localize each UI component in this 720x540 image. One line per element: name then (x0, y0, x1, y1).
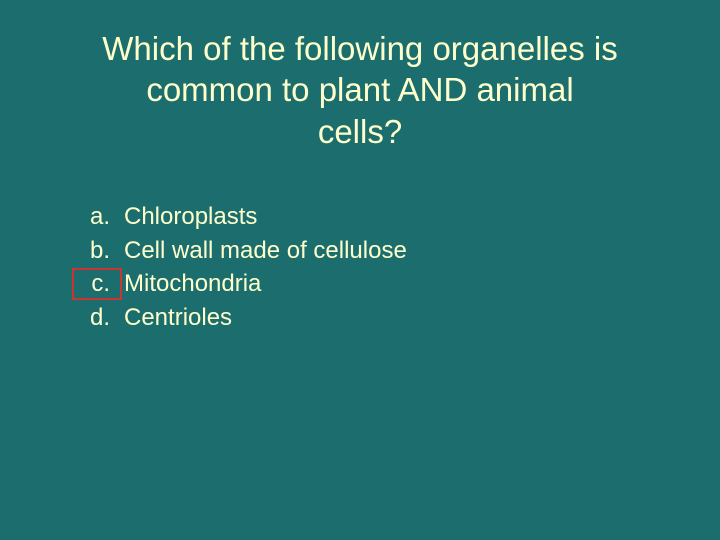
question-line-1: Which of the following organelles is (102, 30, 617, 67)
option-text: Centrioles (124, 301, 232, 335)
option-text: Mitochondria (124, 267, 261, 301)
option-d: d. Centrioles (80, 301, 407, 335)
option-letter: b. (80, 234, 124, 268)
question-line-2: common to plant AND animal (146, 71, 573, 108)
option-letter: c. (80, 267, 124, 301)
option-c: c. Mitochondria (80, 267, 407, 301)
question-line-3: cells? (318, 113, 402, 150)
options-list: a. Chloroplasts b. Cell wall made of cel… (80, 200, 407, 334)
option-b: b. Cell wall made of cellulose (80, 234, 407, 268)
question-block: Which of the following organelles is com… (48, 28, 672, 152)
option-letter: d. (80, 301, 124, 335)
option-a: a. Chloroplasts (80, 200, 407, 234)
option-text: Chloroplasts (124, 200, 257, 234)
option-letter: a. (80, 200, 124, 234)
option-text: Cell wall made of cellulose (124, 234, 407, 268)
